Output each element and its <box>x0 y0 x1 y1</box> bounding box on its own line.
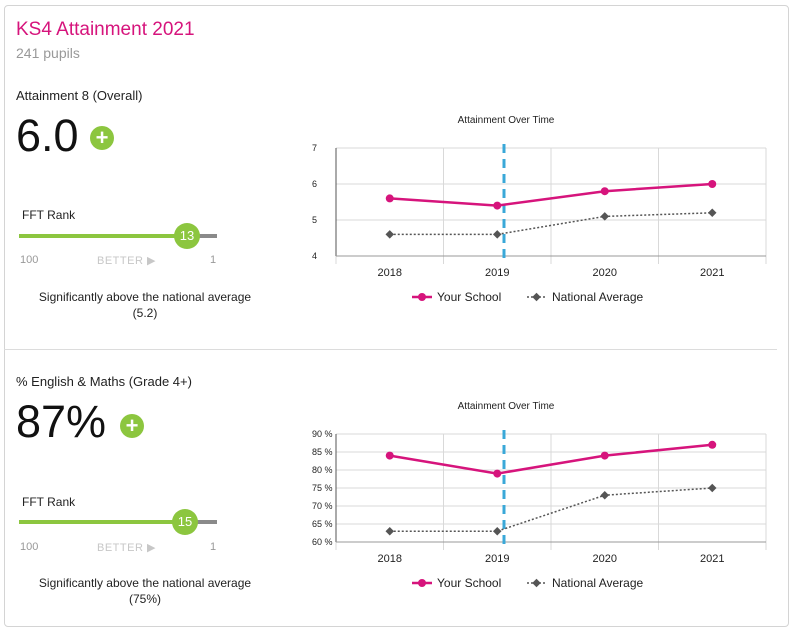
y-tick-label: 5 <box>312 215 317 225</box>
national-average-point <box>600 490 609 500</box>
fft-rank-label: FFT Rank <box>22 495 76 509</box>
your-school-point <box>600 187 609 196</box>
national-average-point <box>385 526 394 536</box>
national-comparison-note: Significantly above the national average… <box>38 290 252 320</box>
scale-right: 1 <box>210 254 217 266</box>
fft-rank-fill <box>19 234 187 238</box>
scale-left: 100 <box>20 541 39 553</box>
metric-value-attainment8: 6.0 <box>16 110 79 161</box>
national-average-point <box>600 212 609 221</box>
legend-national-marker <box>532 578 541 588</box>
y-tick-label: 80 % <box>312 465 333 475</box>
chart-title: Attainment Over Time <box>458 115 555 126</box>
y-tick-label: 6 <box>312 179 317 189</box>
fft-rank-knob: 13 <box>174 223 200 249</box>
national-average-line <box>389 487 713 532</box>
your-school-point <box>493 469 502 478</box>
national-comparison-note: Significantly above the national average… <box>38 576 252 606</box>
fft-rank-slider: 13 <box>19 223 217 249</box>
x-tick-label: 2021 <box>700 267 724 279</box>
y-tick-label: 75 % <box>312 483 333 493</box>
fft-rank-fill <box>19 520 185 524</box>
fft-rank-label: FFT Rank <box>22 208 76 222</box>
your-school-point <box>708 180 717 188</box>
y-tick-label: 4 <box>312 251 317 261</box>
legend-your-school: Your School <box>437 290 501 304</box>
plus-icon[interactable]: + <box>120 414 144 438</box>
national-average-point <box>385 230 394 239</box>
your-school-point <box>600 451 609 460</box>
your-school-point <box>385 451 394 460</box>
y-tick-label: 60 % <box>312 537 333 547</box>
x-tick-label: 2019 <box>485 553 509 565</box>
section-divider <box>4 349 777 350</box>
y-tick-label: 7 <box>312 143 317 153</box>
y-tick-label: 85 % <box>312 447 333 457</box>
attainment-over-time-chart: Attainment Over Time 4 5 6 7 2018 2019 2020 2021… <box>312 115 767 304</box>
page-title: KS4 Attainment 2021 <box>16 19 195 40</box>
metric-value-english-maths: 87% <box>16 396 107 447</box>
national-average-point <box>493 526 502 536</box>
english-maths-over-time-chart: Attainment Over Time 60 % 65 % 70 % 75 % 80 %… <box>312 401 767 590</box>
scale-better: BETTER ▶ <box>97 542 156 554</box>
metric-label-english-maths: % English & Maths (Grade 4+) <box>16 374 192 389</box>
y-tick-label: 65 % <box>312 519 333 529</box>
national-average-point <box>708 483 717 493</box>
legend-national-marker <box>532 292 541 302</box>
legend-national-average: National Average <box>552 290 644 304</box>
national-average-point <box>493 230 502 239</box>
scale-better: BETTER ▶ <box>97 255 156 267</box>
plus-icon[interactable]: + <box>90 126 114 150</box>
national-average-line <box>389 212 713 236</box>
your-school-line <box>389 182 713 207</box>
fft-rank-knob: 15 <box>172 509 198 535</box>
national-average-point <box>708 208 717 218</box>
your-school-line <box>389 443 713 475</box>
y-tick-label: 70 % <box>312 501 333 511</box>
scale-right: 1 <box>210 541 217 553</box>
fft-rank-slider: 15 <box>19 509 217 535</box>
x-tick-label: 2020 <box>593 553 617 565</box>
chart-title: Attainment Over Time <box>458 401 555 412</box>
your-school-point <box>708 440 717 449</box>
legend-school-marker <box>418 579 426 587</box>
x-tick-label: 2018 <box>378 267 402 279</box>
legend-your-school: Your School <box>437 576 501 590</box>
x-tick-label: 2020 <box>593 267 617 279</box>
legend-school-marker <box>418 293 426 301</box>
legend-national-average: National Average <box>552 576 644 590</box>
your-school-point <box>493 201 502 210</box>
metric-label-attainment8: Attainment 8 (Overall) <box>16 88 143 103</box>
pupil-count: 241 pupils <box>16 45 80 61</box>
x-tick-label: 2019 <box>485 267 509 279</box>
scale-left: 100 <box>20 254 39 266</box>
x-tick-label: 2021 <box>700 553 724 565</box>
your-school-point <box>385 194 394 203</box>
y-tick-label: 90 % <box>312 429 333 439</box>
x-tick-label: 2018 <box>378 553 402 565</box>
